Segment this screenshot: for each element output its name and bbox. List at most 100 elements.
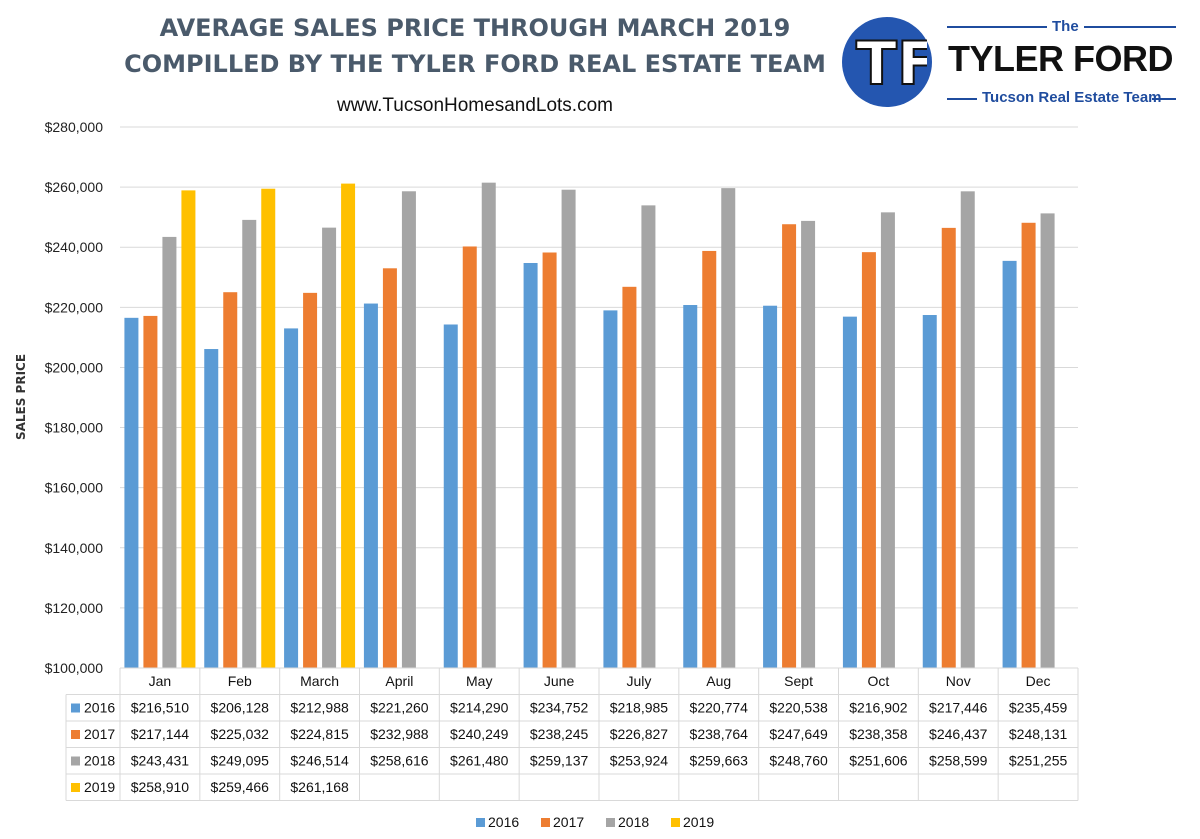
data-label: $220,538 [769,700,828,716]
y-tick-label: $120,000 [45,600,104,616]
bar-2016-april [363,303,378,668]
logo-tagline: Tucson Real Estate Team [982,89,1162,106]
data-label: $206,128 [211,700,270,716]
bar-2017-feb [223,292,238,668]
data-label: $261,480 [450,753,509,769]
bar-2018-dec [1040,213,1055,668]
logo-rule [1084,26,1176,28]
data-label: $249,095 [211,753,270,769]
table-series-name: 2018 [84,753,115,769]
bar-2017-april [382,268,397,668]
data-label: $216,510 [131,700,190,716]
bar-2016-feb [204,349,219,668]
data-label: $224,815 [290,726,349,742]
bar-2018-nov [960,191,975,668]
y-tick-label: $260,000 [45,179,104,195]
table-series-name: 2016 [84,700,115,716]
data-label: $217,144 [131,726,190,742]
bar-2016-may [443,324,458,668]
logo-name: TYLER FORD [948,38,1174,79]
legend-label: 2018 [618,814,649,830]
bar-2017-july [622,286,637,668]
data-label: $258,599 [929,753,988,769]
data-label: $214,290 [450,700,509,716]
data-label: $238,358 [849,726,908,742]
legend-label: 2019 [683,814,714,830]
bar-2016-nov [922,315,937,668]
bar-2018-april [401,191,416,668]
data-label: $221,260 [370,700,429,716]
data-label: $259,663 [690,753,749,769]
bar-2016-july [603,310,618,668]
bar-2016-jan [124,317,139,668]
x-tick-label: Aug [706,673,731,689]
x-tick-label: June [544,673,575,689]
bar-2017-aug [702,250,717,669]
logo-the: The [1052,18,1079,35]
x-tick-label: Nov [946,673,971,689]
bar-2017-may [462,246,477,669]
bar-2018-march [322,227,337,668]
bar-2017-nov [941,227,956,668]
tyler-ford-logo: TF The TYLER FORD Tucson Real Estate Tea… [842,14,1187,114]
x-tick-label: April [385,673,413,689]
data-label: $251,255 [1009,753,1068,769]
data-label: $243,431 [131,753,190,769]
data-label: $247,649 [769,726,828,742]
x-tick-label: Dec [1026,673,1051,689]
chart-title: AVERAGE SALES PRICE THROUGH MARCH 2019 [159,14,791,42]
bar-2018-oct [880,212,895,669]
table-legend-key [71,703,80,713]
logo-letters-text: TF [856,29,927,99]
legend-key [476,818,485,827]
bar-2018-may [481,182,496,668]
data-label: $251,606 [849,753,908,769]
data-label: $220,774 [690,700,749,716]
y-tick-label: $200,000 [45,359,104,375]
bar-2017-march [303,292,318,668]
y-tick-label: $140,000 [45,540,104,556]
data-label: $218,985 [610,700,669,716]
bar-2018-jan [162,236,177,668]
data-label: $226,827 [610,726,669,742]
y-axis-title: SALES PRICE [14,354,28,440]
y-tick-label: $240,000 [45,239,104,255]
x-tick-label: Sept [784,673,813,689]
bar-2017-oct [861,252,876,668]
table-series-name: 2017 [84,726,115,742]
y-tick-label: $220,000 [45,299,104,315]
x-tick-label: July [626,673,651,689]
y-tick-label: $100,000 [45,660,104,676]
bar-2016-oct [842,316,857,668]
bar-2017-june [542,252,557,668]
bar-2017-dec [1021,222,1036,668]
logo-rule [947,98,977,100]
data-label: $238,764 [690,726,749,742]
y-tick-label: $280,000 [45,119,104,135]
data-label: $258,910 [131,779,190,795]
bar-2016-aug [683,305,698,668]
bar-2019-march [341,183,356,668]
data-label: $253,924 [610,753,669,769]
bar-2018-june [561,189,576,669]
table-legend-key [71,756,80,766]
x-tick-label: March [300,673,339,689]
legend-key [541,818,550,827]
data-label: $238,245 [530,726,589,742]
data-label: $225,032 [211,726,270,742]
data-label: $259,137 [530,753,589,769]
bar-2019-feb [261,188,276,669]
data-label: $248,760 [769,753,828,769]
data-label: $235,459 [1009,700,1068,716]
data-label: $212,988 [290,700,349,716]
legend-key [606,818,615,827]
bar-2016-march [284,328,299,668]
y-tick-label: $180,000 [45,420,104,436]
y-tick-label: $160,000 [45,480,104,496]
data-label: $217,446 [929,700,988,716]
data-label: $240,249 [450,726,509,742]
legend-label: 2016 [488,814,519,830]
bar-2016-sept [763,305,778,668]
x-tick-label: Jan [149,673,172,689]
